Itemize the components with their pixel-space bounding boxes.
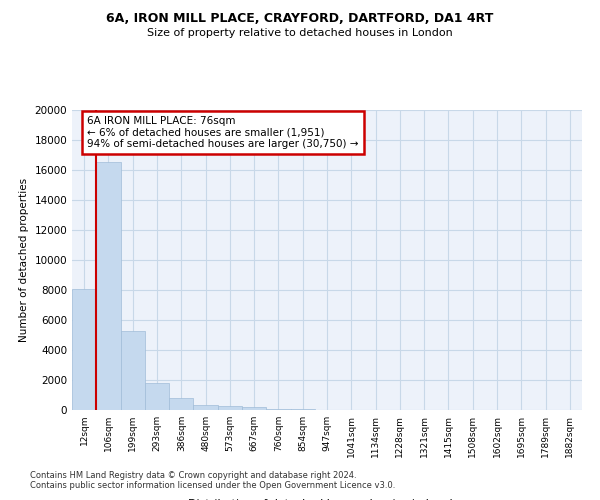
Bar [242,407,266,410]
Text: Size of property relative to detached houses in London: Size of property relative to detached ho… [147,28,453,38]
Bar [145,383,169,410]
Bar [266,408,290,410]
Text: Contains public sector information licensed under the Open Government Licence v3: Contains public sector information licen… [30,481,395,490]
Bar [193,405,218,410]
Y-axis label: Number of detached properties: Number of detached properties [19,178,29,342]
X-axis label: Distribution of detached houses by size in London: Distribution of detached houses by size … [188,498,466,500]
Bar [121,330,145,410]
Bar [96,162,121,410]
Bar [169,398,193,410]
Bar [218,406,242,410]
Text: Contains HM Land Registry data © Crown copyright and database right 2024.: Contains HM Land Registry data © Crown c… [30,471,356,480]
Bar [72,288,96,410]
Bar [290,409,315,410]
Text: 6A, IRON MILL PLACE, CRAYFORD, DARTFORD, DA1 4RT: 6A, IRON MILL PLACE, CRAYFORD, DARTFORD,… [106,12,494,26]
Text: 6A IRON MILL PLACE: 76sqm
← 6% of detached houses are smaller (1,951)
94% of sem: 6A IRON MILL PLACE: 76sqm ← 6% of detach… [88,116,359,149]
